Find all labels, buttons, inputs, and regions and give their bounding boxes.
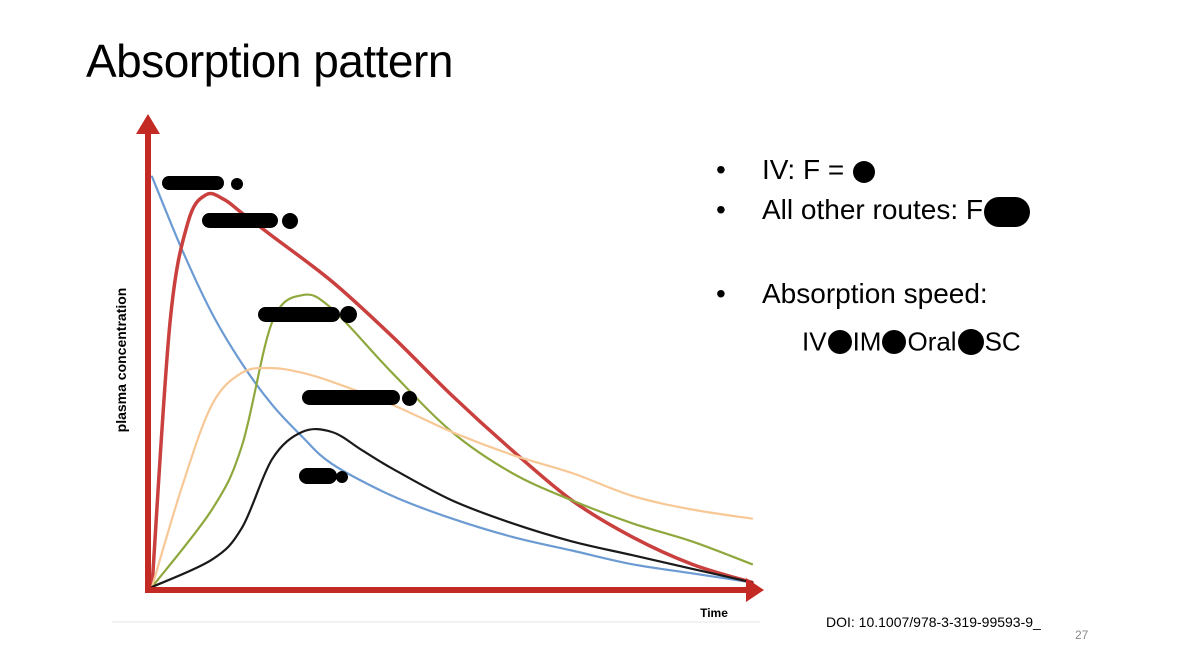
doi-citation: DOI: 10.1007/978-3-319-99593-9_ (826, 614, 1041, 630)
x-axis-label: Time (700, 606, 728, 620)
route-sc: SC (984, 326, 1021, 357)
redaction-comparator-2 (882, 330, 907, 355)
slide-title: Absorption pattern (86, 35, 453, 87)
redaction-comparator-1 (827, 330, 852, 355)
bullet-marker: • (716, 278, 726, 309)
route-iv: IV (802, 326, 827, 357)
redaction-comparator-3 (957, 329, 984, 356)
bullet-absorption-speed-text: Absorption speed: (762, 278, 988, 309)
bullet-marker: • (716, 154, 726, 185)
series-line-blue (150, 175, 754, 584)
route-oral: Oral (907, 326, 957, 357)
series-line-black (150, 428, 754, 589)
series-layer (150, 175, 754, 589)
redaction-label-oral (302, 390, 400, 405)
series-line-orange (150, 366, 754, 589)
y-axis-label: plasma concentration (113, 288, 129, 433)
page-number: 27 (1075, 628, 1089, 642)
redaction-label-sc (258, 307, 340, 322)
redaction-label-iv (162, 176, 224, 190)
redaction-iv-value (853, 160, 875, 183)
x-axis-arrow (746, 578, 764, 602)
bullet-marker: • (716, 194, 726, 225)
redaction-label-im (202, 213, 278, 228)
redaction-dot-iv (231, 178, 243, 190)
absorption-speed-order: IV IM Oral SC (802, 325, 1021, 358)
redaction-dot-sc (340, 306, 357, 323)
redaction-label-other (299, 468, 337, 484)
redaction-dot-oral (402, 391, 417, 406)
redaction-other-routes-value (983, 196, 1030, 227)
bullet-iv-text: IV: F = (762, 154, 845, 185)
bullet-other-routes-text: All other routes: F (762, 194, 983, 225)
redaction-dot-other (336, 471, 348, 483)
y-axis-arrow (136, 114, 160, 134)
series-line-green (150, 293, 754, 589)
series-line-red (150, 191, 754, 589)
redaction-dot-im (282, 213, 298, 229)
route-im: IM (852, 326, 882, 357)
